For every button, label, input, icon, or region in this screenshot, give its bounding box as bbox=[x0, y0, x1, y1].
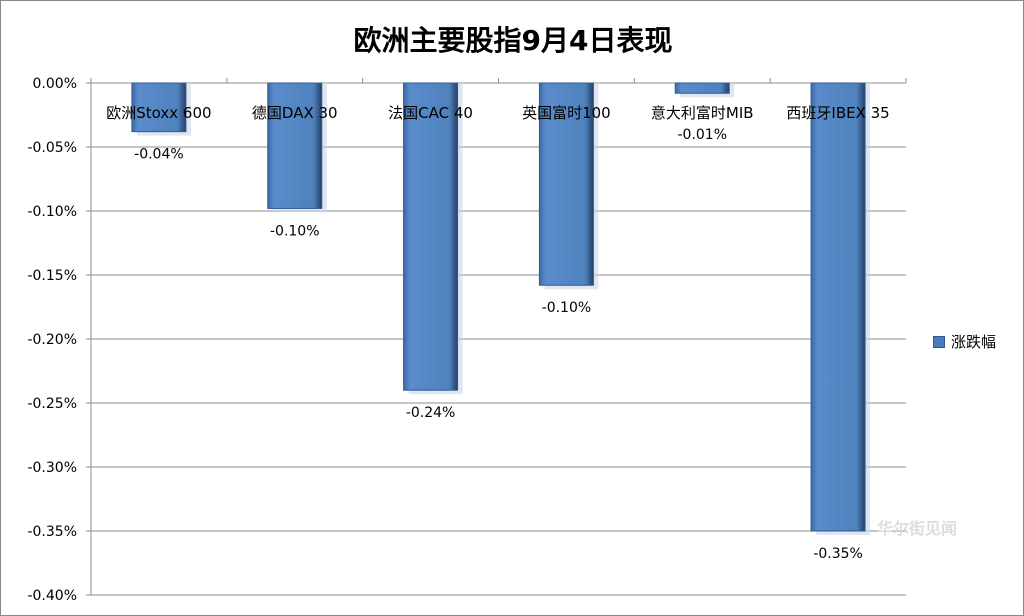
category-label: 意大利富时MIB bbox=[651, 104, 754, 122]
y-tick-label: -0.10% bbox=[27, 204, 77, 220]
y-tick-label: -0.25% bbox=[27, 396, 77, 412]
legend-label: 涨跌幅 bbox=[951, 333, 997, 351]
legend: 涨跌幅 bbox=[933, 331, 996, 352]
data-label: -0.10% bbox=[542, 300, 592, 316]
category-label: 欧洲Stoxx 600 bbox=[106, 104, 211, 122]
chart-title: 欧洲主要股指9月4日表现 bbox=[353, 24, 673, 57]
y-tick-label: -0.20% bbox=[27, 332, 77, 348]
bar bbox=[538, 82, 594, 286]
bar bbox=[403, 82, 459, 391]
category-label: 德国DAX 30 bbox=[252, 104, 338, 122]
category-label: 法国CAC 40 bbox=[388, 104, 473, 122]
data-label: -0.10% bbox=[270, 223, 320, 239]
bar bbox=[267, 82, 323, 209]
data-label: -0.35% bbox=[813, 546, 863, 562]
data-label: -0.04% bbox=[134, 147, 184, 163]
bar bbox=[131, 82, 187, 133]
bar bbox=[674, 82, 730, 94]
data-label: -0.24% bbox=[406, 405, 456, 421]
data-label: -0.01% bbox=[677, 127, 727, 143]
category-label: 西班牙IBEX 35 bbox=[786, 104, 889, 122]
y-tick-label: -0.35% bbox=[27, 524, 77, 540]
y-tick-label: 0.00% bbox=[33, 76, 77, 92]
y-tick-label: -0.40% bbox=[27, 588, 77, 604]
bar bbox=[810, 82, 866, 532]
legend-swatch bbox=[933, 335, 945, 348]
y-tick-label: -0.05% bbox=[27, 140, 77, 156]
watermark: 华尔街见闻 bbox=[877, 519, 958, 538]
y-tick-label: -0.15% bbox=[27, 268, 77, 284]
category-label: 英国富时100 bbox=[522, 104, 611, 122]
y-tick-label: -0.30% bbox=[27, 460, 77, 476]
